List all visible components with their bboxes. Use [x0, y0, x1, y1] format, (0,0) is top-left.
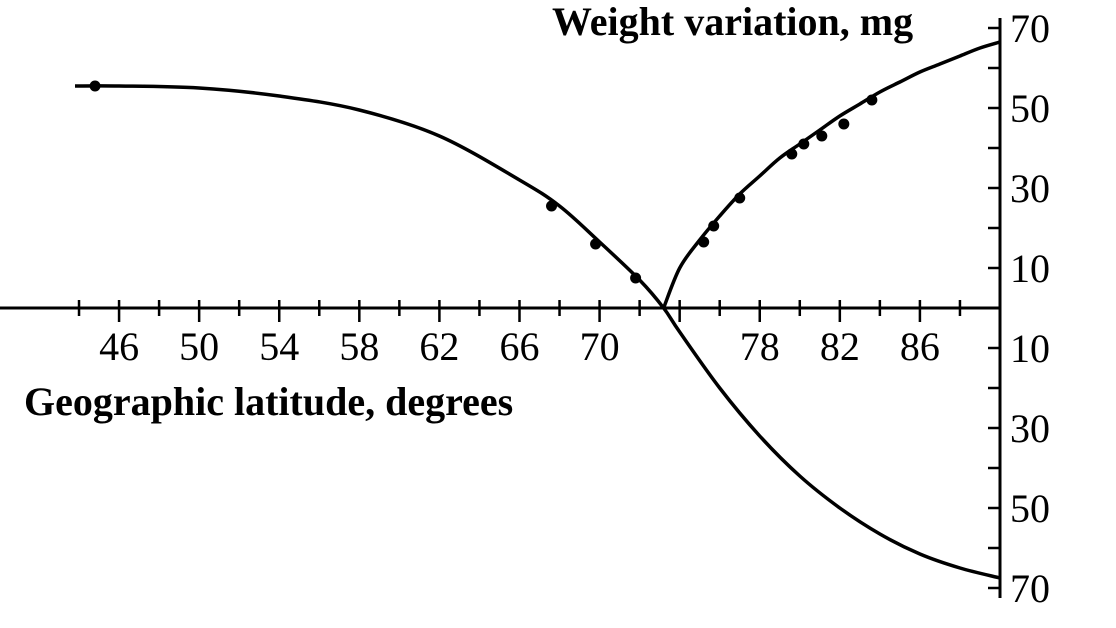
x-tick-label: 62	[419, 324, 459, 369]
x-tick-label: 50	[179, 324, 219, 369]
data-point	[546, 200, 558, 212]
x-ticks: 46 50 54 58 62 66 70 78 82 86	[77, 300, 1002, 369]
x-tick-label: 82	[820, 324, 860, 369]
y-tick-label: 30	[1010, 406, 1050, 451]
y-axis-title: Weight variation, mg	[552, 0, 913, 44]
labels-layer: Weight variation, mg Geographic latitude…	[24, 0, 913, 424]
curves-layer	[74, 40, 1001, 580]
data-point	[816, 130, 828, 142]
x-axis-title: Geographic latitude, degrees	[24, 379, 513, 424]
data-point	[698, 236, 710, 248]
y-tick-label: 50	[1010, 486, 1050, 531]
y-tick-label: 70	[1010, 6, 1050, 51]
y-tick-label: 10	[1010, 246, 1050, 291]
x-tick-label: 54	[259, 324, 299, 369]
data-point	[866, 94, 878, 106]
data-points-layer	[89, 80, 878, 284]
y-tick-label: 50	[1010, 86, 1050, 131]
x-tick-label: 78	[740, 324, 780, 369]
data-point	[708, 220, 720, 232]
series-line-1	[74, 84, 1001, 580]
data-point	[89, 80, 101, 92]
x-tick-label: 70	[580, 324, 620, 369]
series-line-2	[661, 40, 1001, 309]
y-tick-label: 10	[1010, 326, 1050, 371]
x-tick-label: 58	[339, 324, 379, 369]
data-point	[630, 272, 642, 284]
data-point	[734, 192, 746, 204]
x-tick-label: 86	[900, 324, 940, 369]
axes-layer: 46 50 54 58 62 66 70 78 82 86 10 30 50 70 10 30 50 70	[0, 6, 1050, 611]
x-tick-label: 66	[499, 324, 539, 369]
data-point	[590, 238, 602, 250]
y-tick-label: 70	[1010, 566, 1050, 611]
x-tick-label: 46	[99, 324, 139, 369]
data-point	[786, 148, 798, 160]
data-point	[838, 118, 850, 130]
y-tick-label: 30	[1010, 166, 1050, 211]
data-point	[798, 138, 810, 150]
y-ticks: 10 30 50 70 10 30 50 70	[988, 6, 1050, 611]
